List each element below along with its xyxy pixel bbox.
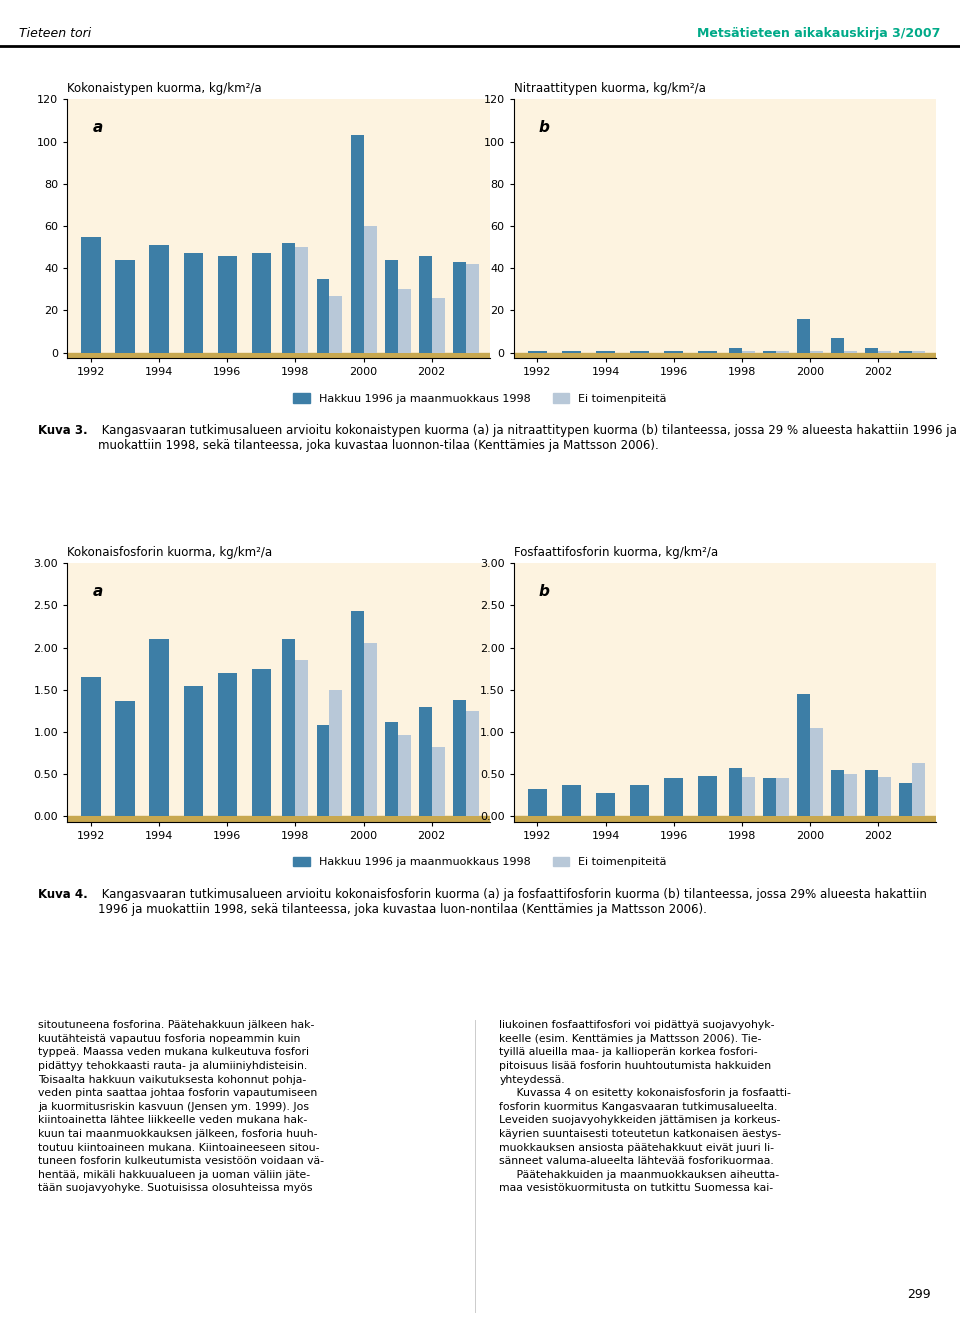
Bar bbox=[67, 352, 490, 363]
Bar bbox=[900, 783, 912, 816]
Bar bbox=[385, 260, 397, 352]
Bar bbox=[912, 763, 925, 816]
Bar bbox=[419, 706, 432, 816]
Bar bbox=[466, 712, 479, 816]
Bar bbox=[385, 722, 397, 816]
Bar bbox=[596, 792, 615, 816]
Bar bbox=[364, 644, 376, 816]
Bar bbox=[397, 289, 411, 352]
Text: Fosfaattifosforin kuorma, kg/km²/a: Fosfaattifosforin kuorma, kg/km²/a bbox=[514, 546, 718, 559]
Text: Kokonaistypen kuorma, kg/km²/a: Kokonaistypen kuorma, kg/km²/a bbox=[67, 82, 262, 95]
Bar bbox=[797, 694, 810, 816]
Bar bbox=[776, 779, 789, 816]
Bar bbox=[296, 660, 308, 816]
Bar bbox=[432, 747, 444, 816]
Bar bbox=[742, 351, 755, 352]
Bar bbox=[742, 776, 755, 816]
Bar bbox=[419, 256, 432, 352]
Bar bbox=[350, 135, 364, 352]
Bar bbox=[150, 639, 169, 816]
Bar bbox=[514, 816, 936, 827]
Bar bbox=[831, 338, 844, 352]
Text: Kokonaisfosforin kuorma, kg/km²/a: Kokonaisfosforin kuorma, kg/km²/a bbox=[67, 546, 273, 559]
Bar bbox=[698, 351, 717, 352]
Text: Kuva 3.: Kuva 3. bbox=[38, 424, 88, 437]
Bar bbox=[912, 351, 925, 352]
Bar bbox=[810, 727, 823, 816]
Bar bbox=[528, 351, 547, 352]
Bar bbox=[218, 673, 237, 816]
Bar bbox=[317, 725, 329, 816]
Bar bbox=[630, 786, 649, 816]
Bar bbox=[831, 770, 844, 816]
Bar bbox=[878, 351, 891, 352]
Bar bbox=[844, 774, 857, 816]
Bar bbox=[115, 260, 134, 352]
Text: 299: 299 bbox=[907, 1288, 931, 1301]
Bar bbox=[183, 685, 203, 816]
Bar bbox=[296, 248, 308, 352]
Bar bbox=[865, 770, 878, 816]
Bar bbox=[630, 351, 649, 352]
Bar bbox=[329, 295, 343, 352]
Text: Kuva 4.: Kuva 4. bbox=[38, 888, 88, 901]
Bar bbox=[466, 264, 479, 352]
Bar bbox=[763, 351, 776, 352]
Bar bbox=[810, 351, 823, 352]
Text: Kangasvaaran tutkimusalueen arvioitu kokonaistypen kuorma (a) ja nitraattitypen : Kangasvaaran tutkimusalueen arvioitu kok… bbox=[99, 424, 957, 452]
Legend: Hakkuu 1996 ja maanmuokkaus 1998, Ei toimenpiteitä: Hakkuu 1996 ja maanmuokkaus 1998, Ei toi… bbox=[289, 388, 671, 408]
Bar bbox=[82, 677, 101, 816]
Text: a: a bbox=[92, 121, 103, 135]
Bar bbox=[115, 701, 134, 816]
Bar bbox=[282, 242, 296, 352]
Bar bbox=[797, 319, 810, 352]
Bar bbox=[364, 227, 376, 352]
Bar bbox=[329, 690, 343, 816]
Bar bbox=[317, 278, 329, 352]
Bar bbox=[698, 776, 717, 816]
Bar bbox=[150, 245, 169, 352]
Bar bbox=[218, 256, 237, 352]
Bar bbox=[453, 262, 466, 352]
Text: Tieteen tori: Tieteen tori bbox=[19, 26, 91, 40]
Bar bbox=[397, 734, 411, 816]
Text: a: a bbox=[92, 584, 103, 599]
Bar bbox=[729, 768, 742, 816]
Bar bbox=[183, 253, 203, 352]
Bar bbox=[252, 253, 271, 352]
Bar bbox=[562, 786, 581, 816]
Bar bbox=[514, 352, 936, 363]
Bar bbox=[900, 351, 912, 352]
Legend: Hakkuu 1996 ja maanmuokkaus 1998, Ei toimenpiteitä: Hakkuu 1996 ja maanmuokkaus 1998, Ei toi… bbox=[289, 852, 671, 872]
Bar bbox=[528, 790, 547, 816]
Bar bbox=[453, 700, 466, 816]
Bar bbox=[664, 351, 684, 352]
Text: sitoutuneena fosforina. Päätehakkuun jälkeen hak-
kuutähteistä vapautuu fosforia: sitoutuneena fosforina. Päätehakkuun jäl… bbox=[38, 1020, 324, 1194]
Bar bbox=[67, 816, 490, 827]
Bar bbox=[82, 237, 101, 352]
Bar bbox=[282, 639, 296, 816]
Text: liukoinen fosfaattifosfori voi pidättyä suojavyohyk-
keelle (esim. Kenttämies ja: liukoinen fosfaattifosfori voi pidättyä … bbox=[499, 1020, 791, 1194]
Bar bbox=[562, 351, 581, 352]
Bar bbox=[350, 611, 364, 816]
Bar bbox=[596, 351, 615, 352]
Bar bbox=[776, 351, 789, 352]
Text: Kangasvaaran tutkimusalueen arvioitu kokonaisfosforin kuorma (a) ja fosfaattifos: Kangasvaaran tutkimusalueen arvioitu kok… bbox=[99, 888, 927, 916]
Bar bbox=[729, 348, 742, 352]
Text: b: b bbox=[539, 584, 550, 599]
Bar bbox=[844, 351, 857, 352]
Bar bbox=[865, 348, 878, 352]
Text: b: b bbox=[539, 121, 550, 135]
Text: Nitraattitypen kuorma, kg/km²/a: Nitraattitypen kuorma, kg/km²/a bbox=[514, 82, 706, 95]
Bar bbox=[432, 298, 444, 352]
Bar bbox=[878, 776, 891, 816]
Bar bbox=[664, 779, 684, 816]
Bar bbox=[763, 779, 776, 816]
Text: Metsätieteen aikakauskirja 3/2007: Metsätieteen aikakauskirja 3/2007 bbox=[697, 26, 941, 40]
Bar bbox=[252, 669, 271, 816]
